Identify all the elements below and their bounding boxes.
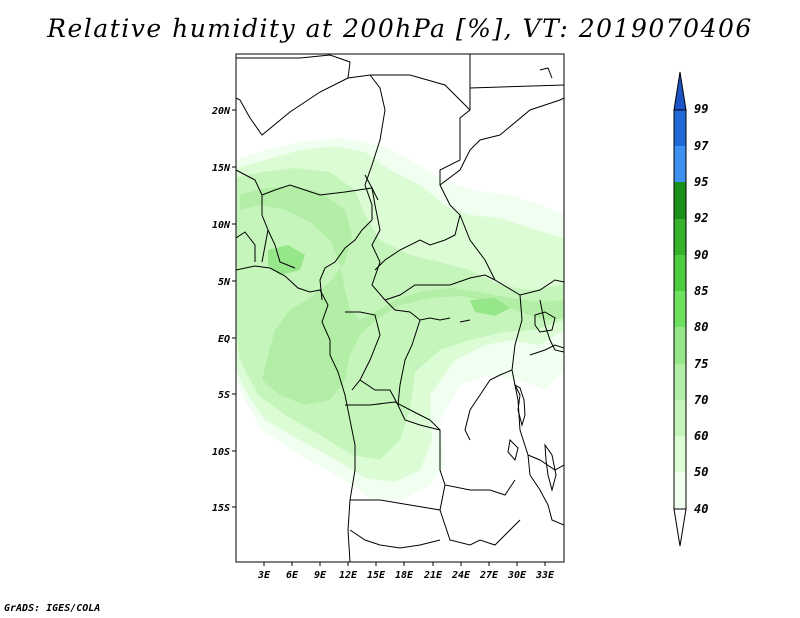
colorbar-swatch	[674, 291, 686, 327]
lat-label: 15S	[212, 503, 230, 514]
colorbar-label: 75	[694, 357, 708, 371]
rh-70-75-region	[240, 186, 564, 405]
colorbar-swatch	[674, 219, 686, 255]
lon-label: 27E	[479, 570, 499, 581]
colorbar-label: 90	[694, 248, 708, 262]
lat-label: 15N	[212, 163, 231, 174]
longitude-axis: 3E 6E 9E 12E 15E 18E 21E 24E 27E 30E 33E	[257, 562, 555, 581]
lon-label: 15E	[367, 570, 386, 581]
colorbar-swatch	[674, 472, 686, 509]
lon-label: 12E	[339, 570, 358, 581]
lat-label: 5S	[218, 390, 230, 401]
lat-label: 5N	[218, 277, 231, 288]
lon-label: 30E	[507, 570, 527, 581]
colorbar-label: 60	[694, 429, 708, 443]
lon-label: 9E	[314, 570, 327, 581]
colorbar-label: 97	[694, 139, 709, 153]
colorbar-label: 40	[694, 502, 708, 516]
triangle-up-arrow-icon	[673, 71, 687, 111]
colorbar-swatch	[674, 110, 686, 146]
lon-label: 33E	[535, 570, 555, 581]
grads-credit: GrADS: IGES/COLA	[4, 603, 101, 614]
map-borders	[236, 54, 564, 562]
colorbar-swatch	[674, 364, 686, 400]
colorbar-label: 95	[694, 175, 708, 189]
colorbar-swatch	[674, 255, 686, 291]
colorbar-swatch	[674, 436, 686, 472]
lon-label: 24E	[451, 570, 471, 581]
colorbar-label: 92	[694, 211, 708, 225]
lon-label: 6E	[286, 570, 299, 581]
map-title: Relative humidity at 200hPa [%], VT: 201…	[47, 14, 753, 43]
colorbar-swatch	[674, 400, 686, 436]
colorbar-label: 99	[694, 102, 708, 116]
latitude-axis: 20N 15N 10N 5N EQ 5S 10S 15S	[211, 106, 236, 514]
lat-label: EQ	[218, 334, 230, 345]
colorbar-swatch	[674, 327, 686, 364]
lon-label: 18E	[395, 570, 414, 581]
lat-label: 10N	[212, 220, 231, 231]
lon-label: 21E	[423, 570, 443, 581]
colorbar	[673, 71, 687, 547]
colorbar-label: 80	[694, 320, 708, 334]
colorbar-labels: 99 97 95 92 90 85 80 75 70 60 50 40	[694, 102, 709, 516]
colorbar-swatch	[674, 146, 686, 182]
lat-label: 10S	[212, 447, 230, 458]
colorbar-label: 70	[694, 393, 708, 407]
triangle-down-arrow-icon	[673, 508, 687, 547]
map-frame	[235, 53, 565, 563]
lat-label: 20N	[211, 106, 231, 117]
humidity-shading	[236, 138, 564, 500]
colorbar-label: 85	[694, 284, 708, 298]
colorbar-swatch	[674, 182, 686, 219]
colorbar-label: 50	[694, 465, 708, 479]
rh-75-80-patch	[470, 298, 510, 316]
lon-label: 3E	[257, 570, 271, 581]
